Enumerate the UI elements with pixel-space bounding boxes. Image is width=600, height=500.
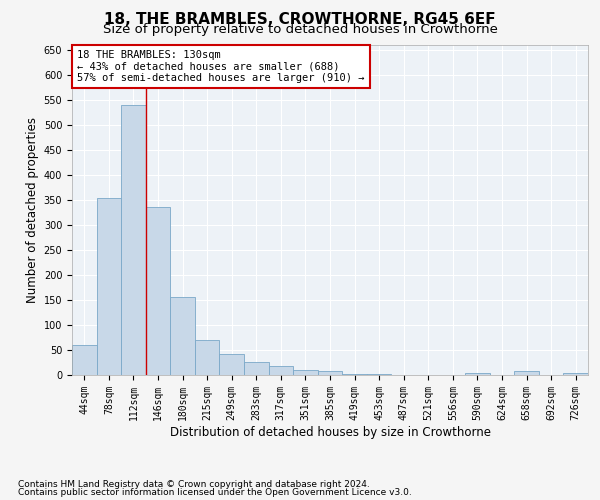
Bar <box>195 340 220 375</box>
Text: Size of property relative to detached houses in Crowthorne: Size of property relative to detached ho… <box>103 24 497 36</box>
Bar <box>391 374 416 375</box>
Bar <box>465 372 490 375</box>
Bar <box>97 198 121 375</box>
Bar <box>244 362 269 375</box>
Bar <box>367 374 391 375</box>
Bar <box>342 374 367 375</box>
Text: Contains public sector information licensed under the Open Government Licence v3: Contains public sector information licen… <box>18 488 412 497</box>
Text: Contains HM Land Registry data © Crown copyright and database right 2024.: Contains HM Land Registry data © Crown c… <box>18 480 370 489</box>
Bar <box>269 366 293 375</box>
Bar <box>514 371 539 375</box>
Bar <box>293 370 318 375</box>
Bar <box>121 105 146 375</box>
Bar <box>170 296 195 375</box>
Bar <box>563 372 588 375</box>
Text: 18, THE BRAMBLES, CROWTHORNE, RG45 6EF: 18, THE BRAMBLES, CROWTHORNE, RG45 6EF <box>104 12 496 28</box>
X-axis label: Distribution of detached houses by size in Crowthorne: Distribution of detached houses by size … <box>170 426 491 438</box>
Bar <box>220 354 244 375</box>
Text: 18 THE BRAMBLES: 130sqm
← 43% of detached houses are smaller (688)
57% of semi-d: 18 THE BRAMBLES: 130sqm ← 43% of detache… <box>77 50 365 83</box>
Y-axis label: Number of detached properties: Number of detached properties <box>26 117 40 303</box>
Bar <box>146 206 170 375</box>
Bar <box>72 345 97 375</box>
Bar <box>318 371 342 375</box>
